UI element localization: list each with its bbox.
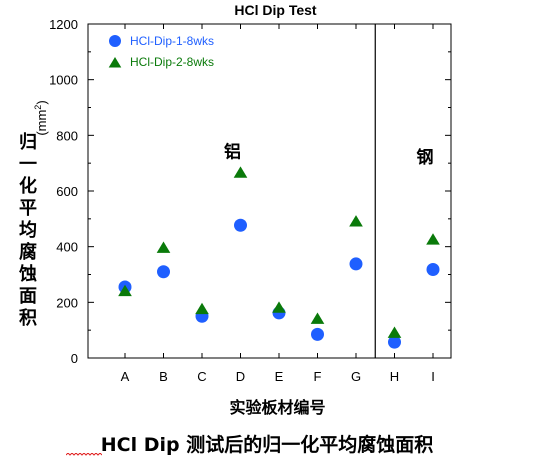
y-tick-label: 0 <box>71 351 78 366</box>
y-tick-label: 800 <box>56 128 78 143</box>
x-axis-label: 实验板材编号 <box>229 398 325 417</box>
y-axis-label-char: 蚀 <box>18 263 37 285</box>
data-point-circle <box>311 327 324 341</box>
x-tick-label: C <box>197 369 206 384</box>
y-axis-label-char: 化 <box>19 175 37 197</box>
group-annotation: 铝 <box>224 141 241 162</box>
spellcheck-underline <box>66 453 102 456</box>
y-tick-label: 1200 <box>49 17 78 32</box>
y-tick-label: 200 <box>56 295 78 310</box>
x-tick-label: B <box>159 369 168 384</box>
y-axis-unit: (mm2) <box>33 100 49 135</box>
data-point-triangle <box>233 166 248 178</box>
caption: HCl Dip 测试后的归一化平均腐蚀面积 <box>0 430 534 457</box>
caption-rest: 测试后的归一化平均腐蚀面积 <box>179 434 434 456</box>
y-tick-label: 400 <box>56 240 78 255</box>
data-point-triangle <box>349 215 363 227</box>
data-point-circle <box>234 218 247 232</box>
x-tick-label: I <box>431 369 435 384</box>
chart: HCl Dip Test 0 200 400 600 800 1000 1200 A B C D E F G… <box>18 2 452 417</box>
data-point-triangle <box>387 326 402 338</box>
data-point-triangle <box>272 301 286 313</box>
x-tick-label: E <box>275 369 284 384</box>
data-point-circle <box>349 257 363 271</box>
data-point-circle <box>157 265 170 279</box>
y-axis-label-char: 均 <box>19 219 37 241</box>
y-axis-label-char: 一 <box>19 154 37 175</box>
x-tick-label: H <box>390 369 399 384</box>
data-point-circle <box>426 262 440 276</box>
data-point-triangle <box>310 312 325 324</box>
data-point-triangle <box>156 241 171 253</box>
group-annotation: 钢 <box>417 147 434 168</box>
y-axis-label-char: 面 <box>19 286 37 307</box>
legend-marker-circle <box>109 35 121 47</box>
x-tick-label: F <box>314 369 322 384</box>
y-tick-label: 600 <box>56 184 78 199</box>
legend-label: HCl-Dip-1-8wks <box>130 34 214 48</box>
chart-title: HCl Dip Test <box>234 2 317 18</box>
y-tick-label: 1000 <box>49 73 78 88</box>
y-axis-label-char: 归 <box>19 131 37 153</box>
legend-box <box>98 29 234 77</box>
y-axis-label-char: 平 <box>19 198 37 219</box>
y-axis-label-char: 腐 <box>19 241 37 263</box>
data-point-triangle <box>118 284 132 297</box>
legend-label: HCl-Dip-2-8wks <box>130 55 214 69</box>
legend-marker-triangle <box>108 57 122 68</box>
data-point-triangle <box>426 233 440 245</box>
x-tick-label: D <box>236 369 245 384</box>
x-tick-label: G <box>351 369 361 384</box>
data-point-triangle <box>195 302 209 315</box>
x-tick-label: A <box>121 369 130 384</box>
caption-prefix: HCl Dip <box>100 434 180 456</box>
data-point-circle <box>388 335 401 349</box>
y-axis-label-char: 积 <box>19 308 37 329</box>
